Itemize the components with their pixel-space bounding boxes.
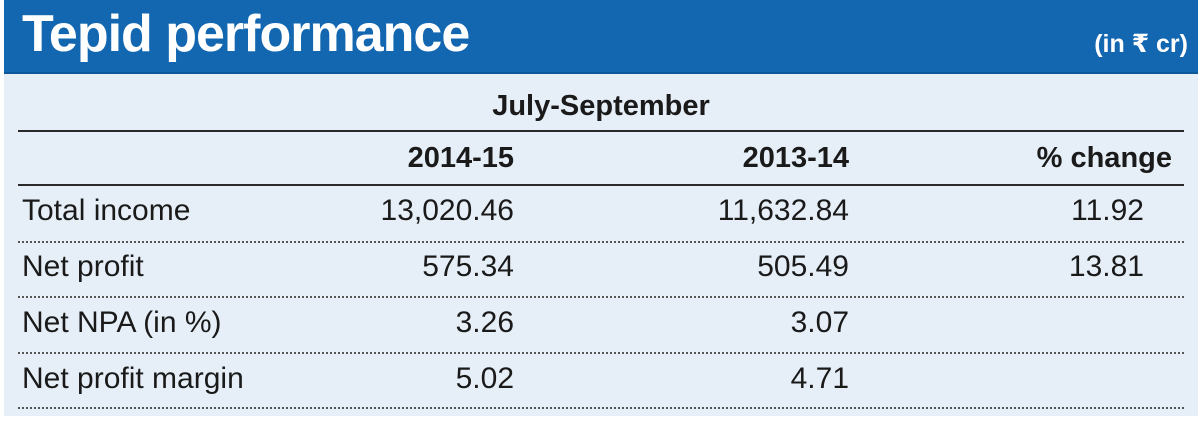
cell-net-profit-pct-change: 13.81 (1068, 250, 1144, 283)
table-card: Tepid performance (in ₹ cr) July-Septemb… (4, 0, 1198, 416)
row-rule (18, 296, 1184, 298)
cell-net-npa-2014-15: 3.26 (455, 306, 514, 339)
cell-net-profit-margin-2013-14: 4.71 (790, 362, 849, 395)
cell-net-profit-2014-15: 575.34 (422, 250, 514, 283)
row-rule (18, 407, 1184, 409)
row-rule (18, 241, 1184, 243)
period-rule (18, 130, 1184, 132)
unit-note: (in ₹ cr) (1094, 30, 1188, 58)
column-header-2013-14: 2013-14 (742, 142, 849, 174)
header-rule (18, 184, 1184, 186)
cell-net-profit-margin-2014-15: 5.02 (455, 362, 514, 395)
row-label-total-income: Total income (22, 194, 191, 227)
row-rule (18, 352, 1184, 354)
cell-total-income-pct-change: 11.92 (1071, 194, 1144, 227)
row-label-net-profit: Net profit (22, 250, 144, 283)
column-header-pct-change: % change (1036, 142, 1172, 174)
row-label-net-profit-margin: Net profit margin (22, 362, 244, 395)
title-bar: Tepid performance (in ₹ cr) (4, 0, 1198, 74)
column-header-2014-15: 2014-15 (407, 142, 514, 174)
cell-net-profit-2013-14: 505.49 (757, 250, 849, 283)
cell-total-income-2014-15: 13,020.46 (380, 194, 514, 227)
chart-title: Tepid performance (22, 5, 470, 63)
table-body: July-September 2014-15 2013-14 % change … (4, 74, 1198, 416)
cell-net-npa-2013-14: 3.07 (790, 306, 849, 339)
period-label: July-September (492, 90, 710, 122)
cell-total-income-2013-14: 11,632.84 (717, 194, 849, 227)
row-label-net-npa: Net NPA (in %) (22, 306, 222, 339)
